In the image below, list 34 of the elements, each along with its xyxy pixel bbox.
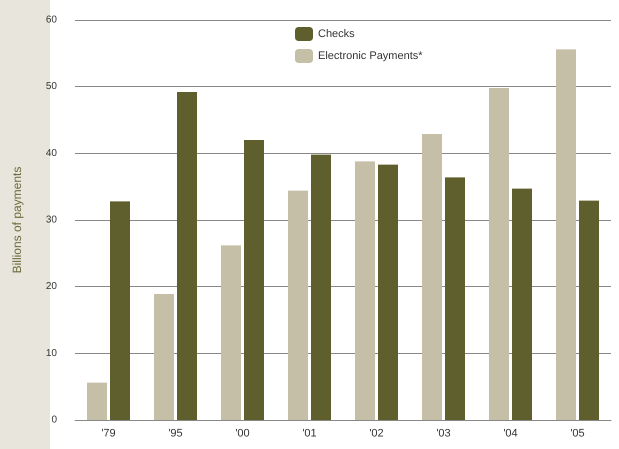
bar [556,49,576,420]
y-tick-label: 0 [51,414,58,426]
bar [110,201,130,420]
bar [154,294,174,420]
y-tick-label: 20 [46,281,58,292]
bar [378,164,398,420]
bar [512,188,532,420]
bar [288,190,308,420]
x-tick-label: '04 [503,428,518,440]
x-tick-label: '05 [570,428,585,440]
y-tick-label: 10 [46,348,58,359]
y-tick-label: 60 [46,14,58,26]
x-tick-label: '79 [101,428,116,440]
bar [445,177,465,420]
legend-label: Checks [318,28,356,40]
bar [87,382,107,420]
y-tick-label: 50 [46,81,58,92]
y-axis-title: Billions of payments [10,166,24,274]
x-tick-label: '01 [302,428,317,440]
bar [579,200,599,420]
bar [177,92,197,420]
bar [311,154,331,420]
y-tick-label: 30 [46,214,58,226]
bar [422,134,442,420]
legend-label: Electronic Payments* [318,50,424,62]
bar [244,140,264,420]
bar [221,245,241,420]
y-tick-label: 40 [46,148,58,159]
x-tick-label: '00 [235,428,250,440]
x-tick-label: '95 [168,428,183,440]
bar [489,88,509,420]
x-tick-label: '03 [436,428,451,440]
bar [355,161,375,420]
x-tick-label: '02 [369,428,384,440]
